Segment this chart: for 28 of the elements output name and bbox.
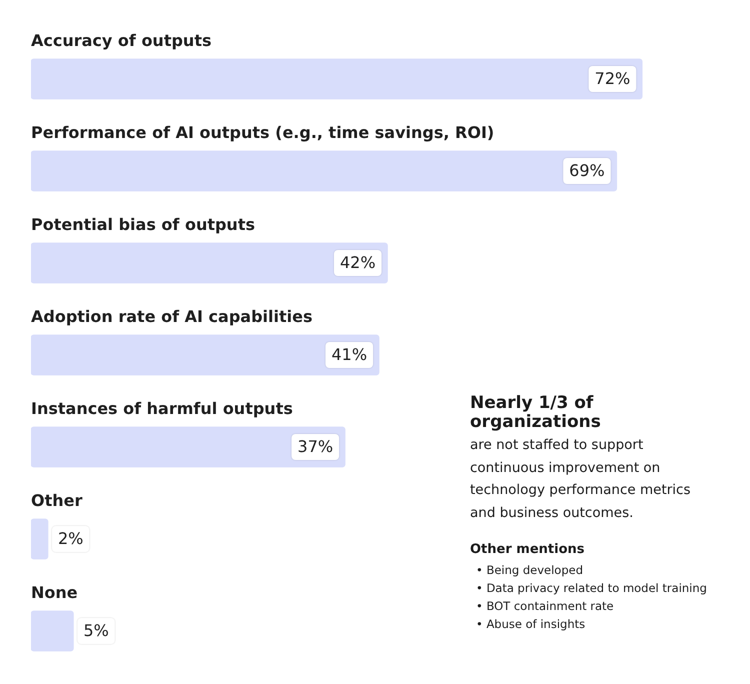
- data-label: 42%: [340, 253, 376, 272]
- bar: [31, 58, 643, 100]
- bar: [31, 426, 346, 468]
- annotation: • Being developed: [476, 562, 584, 579]
- y-tick-label: Other: [31, 491, 82, 510]
- y-tick-label: Performance of AI outputs (e.g., time savings, ROI): [31, 123, 494, 142]
- data-label: 69%: [569, 161, 605, 180]
- data-label: 2%: [58, 529, 84, 548]
- y-tick-label: Adoption rate of AI capabilities: [31, 307, 312, 326]
- y-tick-label: Accuracy of outputs: [31, 31, 212, 50]
- data-label: 72%: [594, 69, 630, 88]
- annotation: Other mentions: [470, 542, 586, 557]
- annotation: Nearly 1/3 of organizations: [470, 393, 602, 432]
- y-tick-label: Potential bias of outputs: [31, 215, 255, 234]
- annotation: are not staffed to support continuous improvement on technology performance metrics and business outcomes.: [470, 436, 692, 522]
- data-label: 41%: [331, 345, 368, 364]
- annotation: • BOT containment rate: [476, 598, 615, 615]
- bar: [31, 610, 74, 652]
- data-label: 37%: [298, 437, 334, 456]
- y-tick-label: Instances of harmful outputs: [31, 399, 293, 418]
- data-label: 5%: [83, 621, 109, 640]
- y-tick-label: None: [31, 583, 78, 602]
- bar: [31, 518, 48, 560]
- annotation: • Abuse of insights: [476, 616, 586, 633]
- bar: [31, 150, 618, 192]
- bar: [31, 242, 388, 284]
- annotation: • Data privacy related to model training: [476, 580, 708, 597]
- bar: [31, 334, 380, 376]
